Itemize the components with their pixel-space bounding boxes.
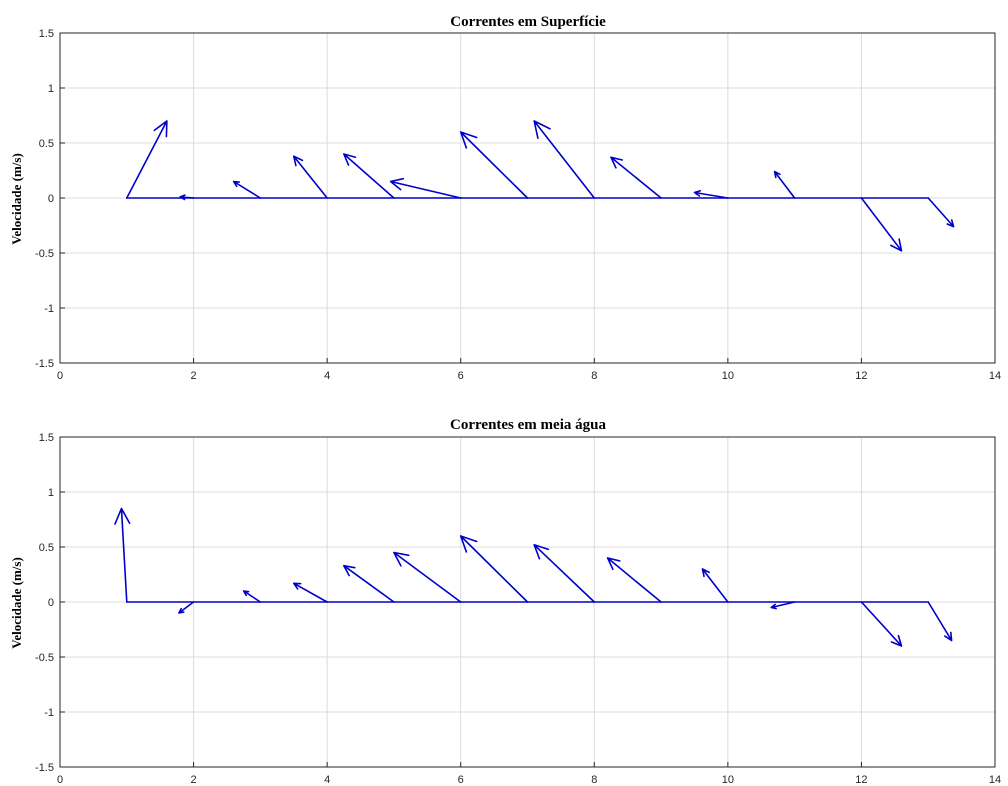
- velocity-vector: [343, 153, 395, 199]
- y-tick-label: -1.5: [35, 762, 54, 774]
- velocity-vector: [393, 551, 462, 603]
- velocity-vector: [701, 568, 729, 603]
- velocity-vector: [533, 544, 596, 603]
- velocity-vector: [533, 120, 596, 199]
- velocity-vector: [610, 156, 662, 199]
- velocity-vector: [179, 194, 195, 201]
- velocity-vector: [292, 582, 328, 603]
- velocity-vector: [927, 601, 953, 642]
- velocity-vector: [860, 197, 903, 252]
- velocity-vector: [770, 601, 796, 610]
- y-axis-label: Velocidade (m/s): [9, 557, 24, 649]
- x-tick-label: 6: [458, 774, 464, 786]
- x-tick-label: 14: [989, 370, 1001, 382]
- x-tick-label: 0: [57, 774, 63, 786]
- y-axis-label: Velocidade (m/s): [9, 153, 24, 245]
- x-tick-label: 10: [722, 774, 734, 786]
- x-tick-label: 6: [458, 370, 464, 382]
- velocity-vector: [927, 197, 955, 228]
- x-tick-label: 14: [989, 774, 1001, 786]
- y-tick-label: 1: [48, 487, 54, 499]
- y-tick-label: 1: [48, 83, 54, 95]
- y-tick-label: 0: [48, 597, 54, 609]
- y-tick-label: 0.5: [39, 542, 54, 554]
- velocity-vector: [292, 155, 328, 199]
- vectors: [114, 507, 953, 647]
- chart-surface-currents: Correntes em Superfície Velocidade (m/s)…: [9, 14, 1001, 382]
- y-tick-label: -0.5: [35, 248, 54, 260]
- x-tick-label: 2: [191, 774, 197, 786]
- velocity-vector: [178, 601, 195, 614]
- chart-title: Correntes em Superfície: [450, 14, 606, 30]
- velocity-vector: [343, 564, 395, 603]
- velocity-vector: [860, 601, 903, 647]
- plot-border: [59, 32, 996, 364]
- y-tick-label: 0.5: [39, 138, 54, 150]
- velocity-vector: [773, 170, 796, 199]
- x-tick-label: 12: [855, 774, 867, 786]
- y-tick-label: 0: [48, 193, 54, 205]
- vectors: [125, 120, 955, 252]
- y-tick-label: -1.5: [35, 358, 54, 370]
- x-tick-label: 8: [591, 370, 597, 382]
- x-tick-label: 8: [591, 774, 597, 786]
- x-tick-label: 4: [324, 370, 330, 382]
- velocity-vector: [459, 131, 529, 199]
- velocity-vector: [242, 590, 262, 603]
- chart-title: Correntes em meia água: [450, 417, 606, 433]
- y-tick-label: -1: [44, 707, 54, 719]
- x-tick-label: 2: [191, 370, 197, 382]
- velocity-vector: [606, 557, 662, 603]
- chart-midwater-currents: Correntes em meia água Velocidade (m/s) …: [9, 417, 1001, 786]
- x-tick-label: 0: [57, 370, 63, 382]
- x-tick-label: 12: [855, 370, 867, 382]
- y-tick-label: -1: [44, 303, 54, 315]
- velocity-vector: [114, 507, 131, 603]
- plot-border: [59, 436, 996, 768]
- velocity-vector: [232, 180, 262, 199]
- y-tick-label: -0.5: [35, 652, 54, 664]
- x-tick-label: 10: [722, 370, 734, 382]
- velocity-vector: [459, 535, 529, 603]
- x-tick-label: 4: [324, 774, 330, 786]
- y-tick-label: 1.5: [39, 28, 54, 40]
- velocity-vector: [693, 189, 729, 199]
- velocity-vector: [389, 177, 462, 199]
- velocity-vector: [125, 120, 168, 199]
- y-tick-label: 1.5: [39, 432, 54, 444]
